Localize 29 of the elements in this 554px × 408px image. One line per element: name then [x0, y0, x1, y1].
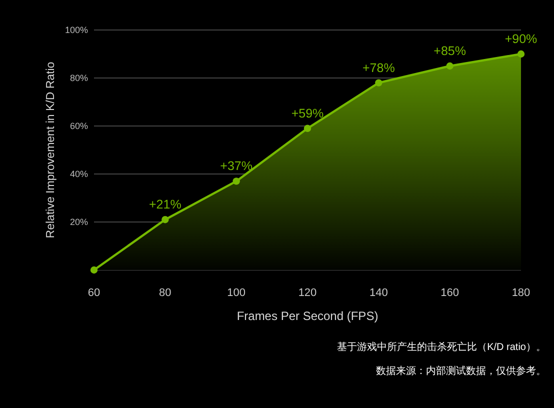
x-tick-label: 60: [88, 287, 100, 299]
data-label: +85%: [434, 44, 466, 58]
point: [162, 216, 169, 224]
x-tick-label: 180: [512, 287, 530, 299]
x-tick-label: 160: [440, 287, 460, 299]
x-tick-label: 140: [369, 287, 388, 299]
data-label: +21%: [149, 198, 182, 212]
x-tick-label: 100: [227, 287, 246, 299]
y-tick-label: 100%: [64, 25, 88, 35]
y-tick-label: 20%: [70, 217, 88, 227]
point: [375, 79, 382, 86]
y-tick-label: 80%: [70, 73, 88, 83]
point: [446, 62, 454, 70]
point: [517, 50, 525, 58]
x-tick-label: 80: [159, 287, 172, 299]
point: [232, 178, 240, 185]
text: 基于游戏中所产生的击杀死亡比（K/D ratio）。: [337, 341, 546, 353]
data-label: +37%: [220, 159, 252, 174]
data-label: +90%: [504, 32, 538, 46]
source-note: 数据来源：内部测试数据，仅供参考。: [376, 365, 546, 377]
point: [304, 124, 312, 132]
y-tick-label: 60%: [70, 121, 88, 131]
x-axis-title: Frames Per Second (FPS): [236, 309, 378, 323]
data-label: +59%: [291, 106, 324, 120]
y-tick-label: 40%: [70, 169, 88, 179]
y-axis-title: Relative Improvement in K/D Ratio: [45, 62, 57, 238]
x-tick-label: 120: [298, 287, 317, 299]
data-label: +78%: [362, 60, 395, 75]
point: [90, 266, 98, 274]
